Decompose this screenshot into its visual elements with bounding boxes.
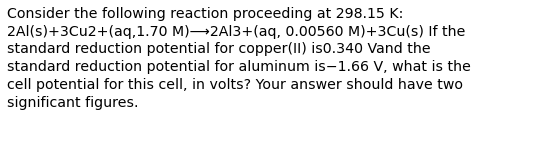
Text: Consider the following reaction proceeding at 298.15 K:
2Al(s)+3Cu2+(aq,1.70 M)⟶: Consider the following reaction proceedi… [7,7,470,110]
